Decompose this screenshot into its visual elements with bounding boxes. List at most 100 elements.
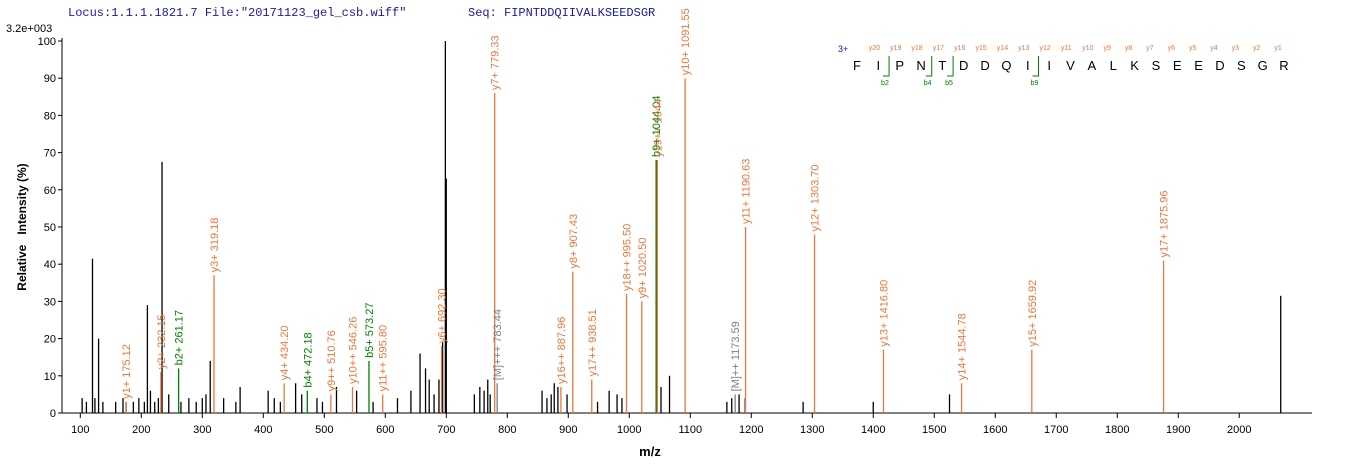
residue: Q bbox=[1001, 58, 1011, 73]
x-tick-label: 100 bbox=[71, 424, 89, 436]
y-ion-label: y4 bbox=[1210, 45, 1218, 52]
peak-label: y17++ 938.51 bbox=[587, 309, 599, 376]
header-title: Locus:1.1.1.1821.7 File:"20171123_gel_cs… bbox=[68, 6, 406, 20]
peak-label: y12+ 1303.70 bbox=[810, 164, 822, 231]
peak-label: y7+ 779.33 bbox=[490, 35, 502, 90]
peak-label: y3+ 319.18 bbox=[209, 218, 221, 273]
peak-label: y15+ 1659.92 bbox=[1027, 280, 1039, 347]
x-tick-label: 1400 bbox=[861, 424, 885, 436]
residue: N bbox=[916, 58, 925, 73]
peak-label: b2+ 261.17 bbox=[174, 310, 186, 365]
x-tick-label: 1800 bbox=[1105, 424, 1129, 436]
x-tick-label: 1900 bbox=[1166, 424, 1190, 436]
x-tick-label: 900 bbox=[559, 424, 577, 436]
peak-label: b9+ 1044.04 bbox=[651, 96, 663, 157]
peak-label: y11+ 1190.63 bbox=[741, 159, 753, 224]
peak-label: [M]+++ 783.44 bbox=[492, 309, 504, 380]
y-ion-label: y14 bbox=[997, 45, 1008, 52]
y-tick-label: 90 bbox=[44, 73, 56, 85]
residue: L bbox=[1110, 58, 1117, 73]
x-tick-label: 1700 bbox=[1044, 424, 1068, 436]
residue: D bbox=[959, 58, 968, 73]
peak-label: y6+ 692.30 bbox=[437, 288, 449, 343]
x-tick-label: 500 bbox=[315, 424, 333, 436]
y-ion-label: y13 bbox=[1018, 45, 1029, 52]
charge-label: 3+ bbox=[838, 44, 848, 54]
y-ion-label: y11 bbox=[1061, 45, 1072, 52]
y-ion-label: y3 bbox=[1232, 45, 1240, 52]
y-tick-label: 30 bbox=[44, 296, 56, 308]
x-tick-label: 700 bbox=[437, 424, 455, 436]
y-tick-label: 100 bbox=[38, 36, 56, 48]
b-ion-label: b9 bbox=[1031, 80, 1039, 87]
x-tick-label: 400 bbox=[254, 424, 272, 436]
y-ion-label: y17 bbox=[933, 45, 944, 52]
residue: D bbox=[1215, 58, 1224, 73]
residue: E bbox=[1173, 58, 1182, 73]
y-tick-label: 60 bbox=[44, 185, 56, 197]
peak-label: y10+ 1091.55 bbox=[680, 8, 692, 75]
y-ion-label: y16 bbox=[954, 45, 965, 52]
x-tick-label: 1600 bbox=[983, 424, 1007, 436]
residue: G bbox=[1258, 58, 1268, 73]
x-tick-label: 600 bbox=[376, 424, 394, 436]
x-axis-label: m/z bbox=[639, 444, 661, 459]
peak-label: y9++ 510.76 bbox=[326, 330, 338, 391]
x-tick-label: 2000 bbox=[1227, 424, 1251, 436]
b-ion-bracket bbox=[883, 56, 890, 77]
b-ion-bracket bbox=[947, 56, 954, 77]
peak-label: y19++ 1044 bbox=[652, 99, 664, 157]
y-ion-label: y18 bbox=[911, 45, 922, 52]
b-ion-bracket bbox=[925, 56, 933, 77]
y-tick-label: 20 bbox=[44, 334, 56, 346]
residue: I bbox=[1047, 58, 1051, 73]
peak-label: y1+ 175.12 bbox=[121, 344, 133, 399]
residue: S bbox=[1237, 58, 1246, 73]
residue: F bbox=[853, 58, 861, 73]
residue: K bbox=[1130, 58, 1139, 73]
x-tick-label: 200 bbox=[132, 424, 150, 436]
scale-label: 3.2e+003 bbox=[6, 23, 52, 35]
peak-label: y9+ 1020.50 bbox=[637, 238, 649, 299]
residue: I bbox=[877, 58, 881, 73]
header-sequence: Seq: FIPNTDDQIIVALKSEEDSGR bbox=[468, 6, 655, 20]
residue: I bbox=[1026, 58, 1030, 73]
x-tick-label: 1000 bbox=[617, 424, 641, 436]
peak-label: y14+ 1544.78 bbox=[957, 313, 969, 380]
peak-label: y13+ 1416.80 bbox=[879, 280, 891, 347]
residue: E bbox=[1194, 58, 1203, 73]
y-ion-label: y2 bbox=[1253, 45, 1261, 52]
peak-label: [M]++ 1173.59 bbox=[730, 321, 742, 391]
peak-label: y17+ 1875.96 bbox=[1159, 190, 1171, 257]
residue: R bbox=[1279, 58, 1288, 73]
y-tick-label: 70 bbox=[44, 148, 56, 160]
y-ion-label: y9 bbox=[1104, 45, 1112, 52]
b-ion-label: b2 bbox=[881, 80, 889, 87]
peak-label: y16++ 887.96 bbox=[556, 317, 568, 384]
x-tick-label: 1300 bbox=[800, 424, 824, 436]
peak-label: y4+ 434.20 bbox=[279, 325, 291, 380]
y-tick-label: 40 bbox=[44, 259, 56, 271]
peak-label: b4+ 472.18 bbox=[302, 332, 314, 387]
y-ion-label: y19 bbox=[890, 45, 901, 52]
y-ion-label: y1 bbox=[1274, 45, 1282, 52]
x-tick-label: 1200 bbox=[739, 424, 763, 436]
peak-label: y8+ 907.43 bbox=[568, 214, 580, 269]
peak-label: y18++ 995.50 bbox=[622, 224, 634, 291]
y-axis-label: Relative Intensity (%) bbox=[15, 163, 29, 290]
peak-label: y11++ 595.80 bbox=[378, 325, 390, 391]
peak-label: b5+ 573.27 bbox=[364, 303, 376, 358]
x-tick-label: 300 bbox=[193, 424, 211, 436]
residue: V bbox=[1066, 58, 1075, 73]
y-tick-label: 0 bbox=[50, 408, 56, 420]
peak-label: y10++ 546.26 bbox=[348, 317, 360, 384]
y-ion-label: y10 bbox=[1082, 45, 1093, 52]
x-tick-label: 1500 bbox=[922, 424, 946, 436]
y-ion-label: y6 bbox=[1168, 45, 1176, 52]
y-ion-label: y7 bbox=[1146, 45, 1154, 52]
y-ion-label: y12 bbox=[1040, 45, 1051, 52]
y-tick-label: 10 bbox=[44, 371, 56, 383]
y-ion-label: y8 bbox=[1125, 45, 1133, 52]
y-ion-label: y15 bbox=[975, 45, 986, 52]
